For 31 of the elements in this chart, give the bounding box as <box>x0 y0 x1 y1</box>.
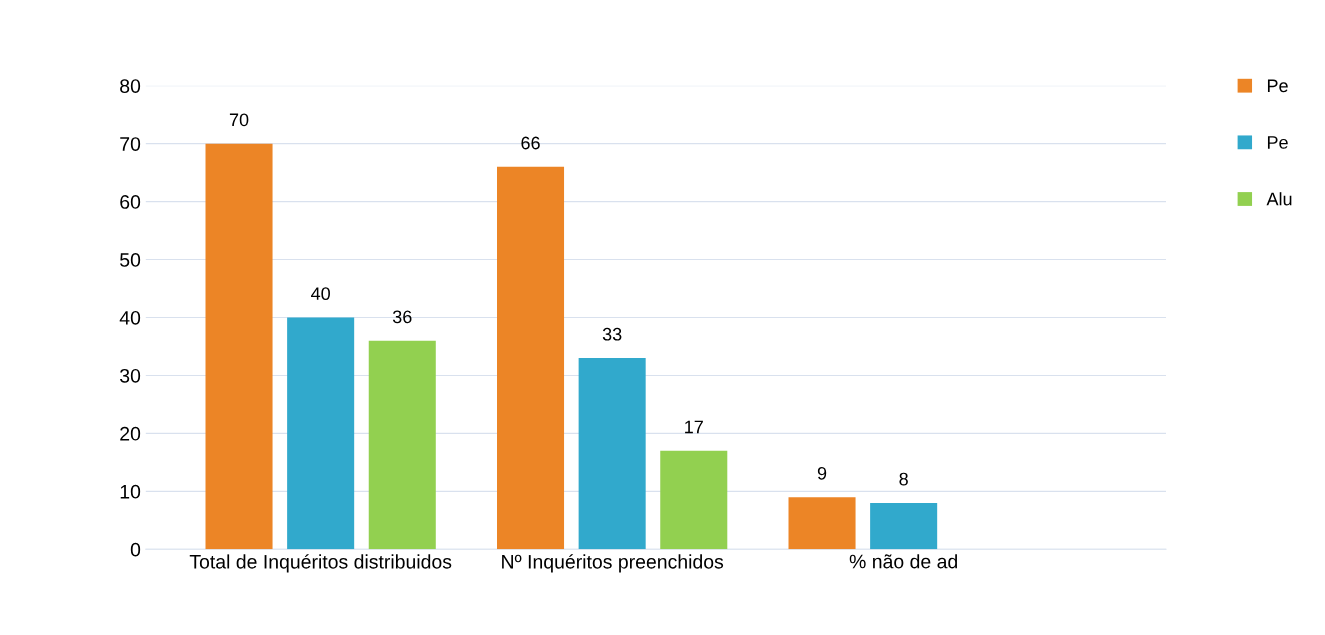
data-label: 9 <box>817 466 827 480</box>
bar <box>870 502 938 550</box>
y-tick-label: 50 <box>120 253 141 267</box>
y-tick-label: 20 <box>120 426 141 441</box>
y-tick-label: 70 <box>120 137 141 151</box>
y-tick-label: 40 <box>119 310 141 325</box>
data-label: 8 <box>899 472 908 486</box>
data-label: 17 <box>685 420 703 434</box>
bar <box>287 317 355 550</box>
y-tick-label: 10 <box>120 484 141 499</box>
data-label: 70 <box>229 113 249 127</box>
data-label: 66 <box>521 136 540 150</box>
data-label: 36 <box>392 310 412 324</box>
data-label: 33 <box>602 327 622 341</box>
bar <box>497 166 565 550</box>
bar <box>578 358 646 550</box>
y-tick-label: 0 <box>130 542 141 557</box>
bar <box>205 143 273 550</box>
y-tick-label: 60 <box>120 195 141 209</box>
x-tick-label: Nº Inquéritos preenchidos <box>502 554 724 573</box>
legend-label: Pe <box>1267 79 1288 93</box>
bar <box>660 450 728 550</box>
y-tick-label: 80 <box>120 79 141 93</box>
y-tick-label: 30 <box>120 368 141 383</box>
legend-label: Pe <box>1267 136 1288 149</box>
data-label: 40 <box>311 287 330 301</box>
x-tick-label: % não de ad <box>849 554 957 569</box>
bar <box>368 340 436 550</box>
x-tick-label: Total de Inquéritos distribuidos <box>189 554 452 573</box>
bar <box>788 497 856 550</box>
legend-label: Alu <box>1266 192 1292 206</box>
